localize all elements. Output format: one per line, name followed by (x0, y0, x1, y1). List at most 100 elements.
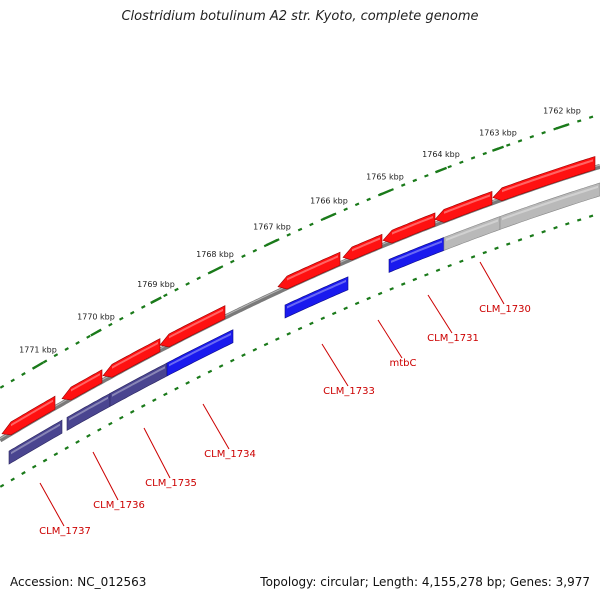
gene-leader-line (143, 427, 171, 479)
gene-leader-line (427, 294, 453, 334)
forward-gene-4 (159, 305, 226, 348)
reverse-gene-4 (166, 329, 234, 377)
inner-scale-tick (0, 483, 5, 488)
inner-scale-tick (309, 321, 314, 326)
genes-label: Genes: (509, 575, 552, 589)
inner-scale-tick (97, 427, 102, 432)
inner-scale-tick (354, 301, 360, 306)
scale-major-tick (32, 361, 44, 370)
inner-scale-tick (163, 392, 168, 397)
inner-scale-tick (553, 226, 558, 230)
inner-scale-tick (494, 246, 499, 250)
reverse-gene-6-sheen (391, 240, 442, 263)
forward-gene-7-sheen (392, 215, 433, 235)
outer-scale-tick (196, 276, 201, 281)
outer-scale-tick (86, 334, 91, 339)
outer-scale-tick (447, 164, 452, 169)
inner-scale-tick (252, 347, 258, 352)
reverse-gene-4-body (166, 329, 234, 377)
outer-scale-tick (163, 293, 168, 298)
forward-gene-4-body (159, 305, 226, 348)
inner-scale-tick (343, 306, 348, 311)
scale-tick-label: 1770 kbp (77, 313, 115, 322)
outer-scale-tick (64, 347, 69, 351)
inner-scale-tick (331, 311, 337, 316)
inner-scale-tick (21, 471, 26, 476)
outer-scale-tick (576, 119, 582, 123)
forward-gene-6-body (342, 233, 383, 261)
scale-major-tick (379, 189, 391, 197)
outer-scale-tick (174, 287, 179, 292)
inner-scale-tick (565, 222, 570, 226)
inner-scale-tick (196, 375, 201, 380)
scale-tick-label: 1764 kbp (422, 150, 460, 159)
reverse-gene-5 (284, 276, 349, 319)
gene-label: CLM_1736 (93, 500, 145, 511)
outer-scale-tick (241, 254, 246, 258)
gene-label: CLM_1735 (145, 478, 197, 489)
reverse-gene-1-body (8, 419, 63, 465)
inner-scale-tick (459, 259, 464, 264)
outer-scale-tick (424, 174, 429, 178)
inner-scale-tick (541, 230, 546, 234)
gene-label: CLM_1733 (323, 386, 375, 397)
inner-scale-tick (31, 464, 37, 469)
forward-gene-2-body (61, 369, 103, 401)
inner-scale-tick (218, 364, 224, 368)
outer-scale-tick (252, 248, 258, 253)
outer-scale-tick (517, 139, 523, 143)
length-value: 4,155,278 bp (421, 575, 502, 589)
inner-scale-tick (10, 477, 15, 482)
forward-gene-6 (342, 233, 383, 261)
reverse-gene-7-sheen (446, 219, 498, 241)
outer-scale-tick (343, 207, 348, 212)
inner-scale-tick (576, 218, 582, 222)
inner-scale-tick (506, 242, 511, 246)
forward-gene-6-sheen (352, 237, 380, 252)
inner-scale-tick (140, 404, 146, 408)
accession-value: NC_012563 (77, 575, 147, 589)
outer-scale-tick (309, 222, 314, 227)
scale-tick-label: 1762 kbp (543, 107, 581, 116)
outer-scale-tick (75, 340, 80, 345)
outer-scale-tick (482, 151, 487, 156)
forward-gene-4-sheen (169, 308, 223, 339)
reverse-gene-3-sheen (112, 366, 165, 397)
inner-scale-tick (400, 282, 406, 286)
scale-major-tick (555, 123, 569, 130)
outer-scale-tick (366, 197, 371, 202)
forward-gene-3-sheen (112, 341, 158, 369)
outer-scale-tick (140, 305, 146, 309)
forward-gene-8 (434, 190, 493, 223)
reverse-gene-5-sheen (287, 279, 346, 309)
gene-leader-line (39, 482, 65, 527)
inner-scale-tick (241, 353, 246, 357)
inner-scale-tick (529, 234, 535, 238)
outer-scale-tick (129, 310, 135, 315)
reverse-gene-2-sheen (69, 396, 108, 421)
outer-scale-tick (42, 359, 48, 364)
inner-scale-tick (207, 369, 213, 374)
reverse-gene-6 (388, 236, 445, 273)
scale-major-tick (323, 213, 335, 221)
inner-scale-tick (174, 386, 179, 391)
inner-scale-tick (389, 287, 394, 291)
inner-scale-tick (108, 421, 113, 426)
forward-gene-8-body (434, 190, 493, 223)
reverse-gene-4-sheen (169, 332, 231, 367)
outer-scale-tick (185, 282, 190, 286)
inner-scale-tick (377, 291, 383, 296)
outer-scale-tick (118, 316, 124, 321)
outer-scale-tick (108, 322, 113, 327)
outer-scale-tick (470, 156, 476, 160)
inner-scale-tick (412, 277, 418, 282)
gene-leader-line (92, 451, 119, 501)
scale-tick-label: 1767 kbp (253, 223, 291, 232)
forward-gene-1-body (1, 395, 56, 436)
scale-tick-labels: 1762 kbp 1763 kbp 1764 kbp 1765 kbp 1766 kbp… (19, 107, 581, 355)
inner-scale-ticks (0, 214, 594, 488)
accession-info: Accession: NC_012563 (10, 575, 146, 589)
inner-scale-tick (263, 342, 269, 347)
outer-scale-tick (506, 143, 511, 147)
outer-scale-tick (459, 160, 464, 165)
